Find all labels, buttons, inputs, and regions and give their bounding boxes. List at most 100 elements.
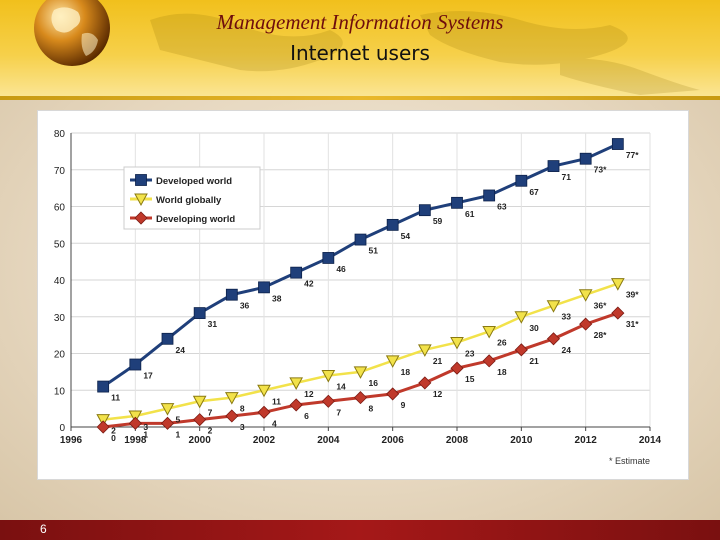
data-point (192, 395, 207, 409)
x-tick-label: 2010 (510, 435, 533, 446)
slide-title: Management Information Systems (216, 10, 504, 34)
x-tick-label: 2002 (253, 435, 276, 446)
data-point (160, 403, 175, 416)
chart-legend: Developed world World globally Developing … (123, 166, 261, 230)
data-point (193, 413, 207, 427)
data-point (482, 325, 497, 339)
legend-label: Developed world (156, 176, 232, 187)
data-label: 7 (336, 407, 341, 417)
x-tick-label: 2008 (446, 435, 469, 446)
data-point (579, 152, 592, 165)
x-tick-label: 2006 (382, 435, 405, 446)
legend-marker (135, 174, 147, 186)
data-label: 71 (562, 172, 572, 182)
data-label: 73* (594, 165, 607, 175)
y-tick-label: 10 (54, 386, 66, 397)
data-label: 36 (240, 301, 250, 311)
data-label: 17 (143, 371, 153, 381)
data-label: 4 (272, 418, 277, 428)
page-number: 6 (40, 522, 47, 536)
data-label: 1 (143, 429, 148, 439)
data-point (96, 420, 110, 434)
data-point (322, 252, 335, 264)
y-tick-label: 60 (54, 203, 66, 214)
data-point (611, 306, 625, 320)
data-label: 30 (529, 323, 539, 333)
data-label: 51 (369, 246, 379, 256)
data-label: 28* (594, 330, 607, 340)
data-point (578, 289, 593, 302)
data-point (321, 370, 336, 383)
data-point (417, 344, 432, 357)
globe-icon (34, 0, 110, 66)
x-tick-label: 2000 (189, 435, 212, 446)
slide-subtitle: Internet users (290, 41, 430, 65)
data-point (257, 384, 271, 398)
data-point (546, 300, 561, 313)
data-label: 21 (433, 356, 443, 366)
data-point (193, 307, 206, 319)
y-tick-labels: 0 10 20 30 40 50 60 70 80 (54, 129, 66, 434)
data-label: 3 (143, 422, 148, 432)
data-point (451, 196, 463, 209)
data-point (385, 355, 400, 368)
data-label: 36* (594, 301, 607, 311)
slide-header: Management Information Systems Internet … (0, 0, 720, 100)
data-label: 16 (369, 378, 379, 388)
data-label: 61 (465, 209, 475, 219)
data-label: 38 (272, 293, 282, 303)
data-label: 6 (304, 411, 309, 421)
data-point (225, 288, 238, 301)
data-label: 33 (562, 312, 572, 322)
data-point (160, 416, 175, 430)
data-label: 54 (401, 231, 411, 241)
data-point (97, 380, 110, 393)
slide-footer: 6 (0, 520, 720, 540)
data-label: 77* (626, 150, 639, 160)
y-tick-label: 0 (59, 423, 65, 434)
x-tick-labels: 1996 1998 2000 2002 2004 2006 2008 2010 2012 2014 (60, 435, 662, 446)
data-point (483, 189, 496, 202)
data-label: 63 (497, 201, 507, 211)
data-label: 14 (336, 382, 346, 392)
data-label: 24 (176, 345, 186, 355)
data-label: 31* (626, 319, 639, 329)
y-tick-label: 20 (54, 350, 66, 361)
data-point (353, 366, 368, 379)
y-tick-label: 30 (54, 313, 66, 324)
data-label: 59 (433, 216, 443, 226)
data-point (354, 233, 367, 246)
data-label: 67 (529, 187, 539, 197)
data-point (514, 311, 529, 324)
data-label: 12 (304, 389, 314, 399)
data-label: 9 (401, 400, 406, 410)
data-label: 2 (208, 426, 213, 436)
x-tick-label: 1998 (124, 435, 147, 446)
data-point (579, 317, 593, 331)
data-label: 8 (240, 404, 245, 414)
data-label: 8 (369, 404, 374, 414)
data-point (610, 278, 625, 291)
data-point (514, 343, 528, 357)
data-label: 3 (240, 422, 245, 432)
chart-grid (70, 132, 651, 428)
data-label: 2 (111, 426, 116, 436)
data-label: 12 (433, 389, 443, 399)
data-point (546, 332, 561, 346)
legend-marker (134, 211, 148, 225)
data-point (224, 392, 239, 405)
data-label: 11 (111, 393, 120, 403)
y-tick-label: 70 (54, 166, 66, 177)
data-point (290, 266, 303, 279)
data-label: 42 (304, 279, 314, 289)
data-point (386, 218, 399, 231)
data-point (96, 414, 111, 427)
data-point (128, 416, 142, 430)
data-label: 0 (111, 433, 116, 443)
data-point (482, 354, 496, 368)
data-point (450, 361, 464, 375)
data-label: 39* (626, 290, 639, 300)
data-label: 21 (529, 356, 539, 366)
